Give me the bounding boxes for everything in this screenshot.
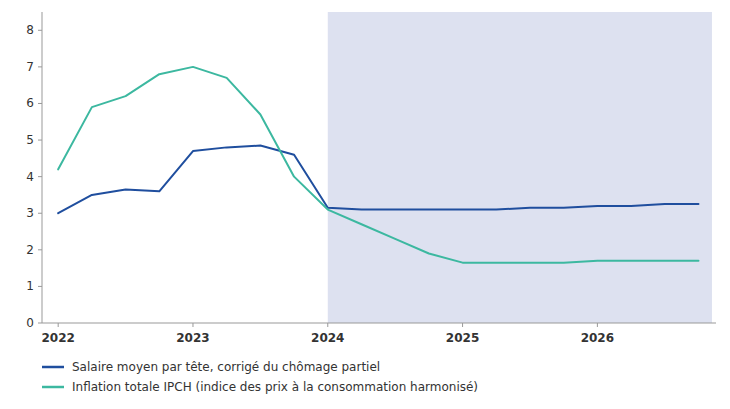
- y-tick: [38, 140, 42, 141]
- x-tick: [192, 323, 193, 327]
- x-tick: [58, 323, 59, 327]
- y-tick-label: 2: [26, 243, 34, 257]
- y-tick: [38, 213, 42, 214]
- legend-swatch: [42, 366, 64, 369]
- legend-label: Salaire moyen par tête, corrigé du chôma…: [72, 360, 380, 374]
- forecast-region: [328, 12, 712, 323]
- y-tick-label: 7: [26, 60, 34, 74]
- y-tick: [38, 323, 42, 324]
- y-axis-line: [42, 12, 43, 323]
- y-tick-label: 3: [26, 206, 34, 220]
- legend-swatch: [42, 386, 64, 389]
- x-tick: [597, 323, 598, 327]
- legend: Salaire moyen par tête, corrigé du chôma…: [42, 360, 478, 394]
- series-line: [58, 67, 698, 263]
- plot-area: [58, 12, 712, 323]
- x-tick-label: 2023: [176, 331, 209, 345]
- x-axis-line: [42, 323, 716, 324]
- y-tick-label: 4: [26, 170, 34, 184]
- chart: 0 1 2 3 4 5 6 7 8 2022 2023 2024 2025 2026 Salaire moy…: [0, 0, 730, 409]
- y-tick: [38, 249, 42, 250]
- x-tick-label: 2026: [581, 331, 614, 345]
- x-tick-label: 2024: [311, 331, 344, 345]
- x-tick: [462, 323, 463, 327]
- x-tick-label: 2022: [41, 331, 74, 345]
- y-tick-label: 5: [26, 133, 34, 147]
- y-tick-label: 0: [26, 316, 34, 330]
- legend-label: Inflation totale IPCH (indice des prix à…: [72, 380, 478, 394]
- y-tick: [38, 30, 42, 31]
- y-tick: [38, 103, 42, 104]
- x-tick-label: 2025: [446, 331, 479, 345]
- y-tick: [38, 66, 42, 67]
- x-tick: [327, 323, 328, 327]
- series-line: [58, 146, 698, 214]
- y-tick-label: 1: [26, 279, 34, 293]
- y-tick-label: 6: [26, 96, 34, 110]
- y-tick: [38, 286, 42, 287]
- y-tick-label: 8: [26, 23, 34, 37]
- y-tick: [38, 176, 42, 177]
- axes: 0 1 2 3 4 5 6 7 8 2022 2023 2024 2025 2026: [26, 12, 716, 345]
